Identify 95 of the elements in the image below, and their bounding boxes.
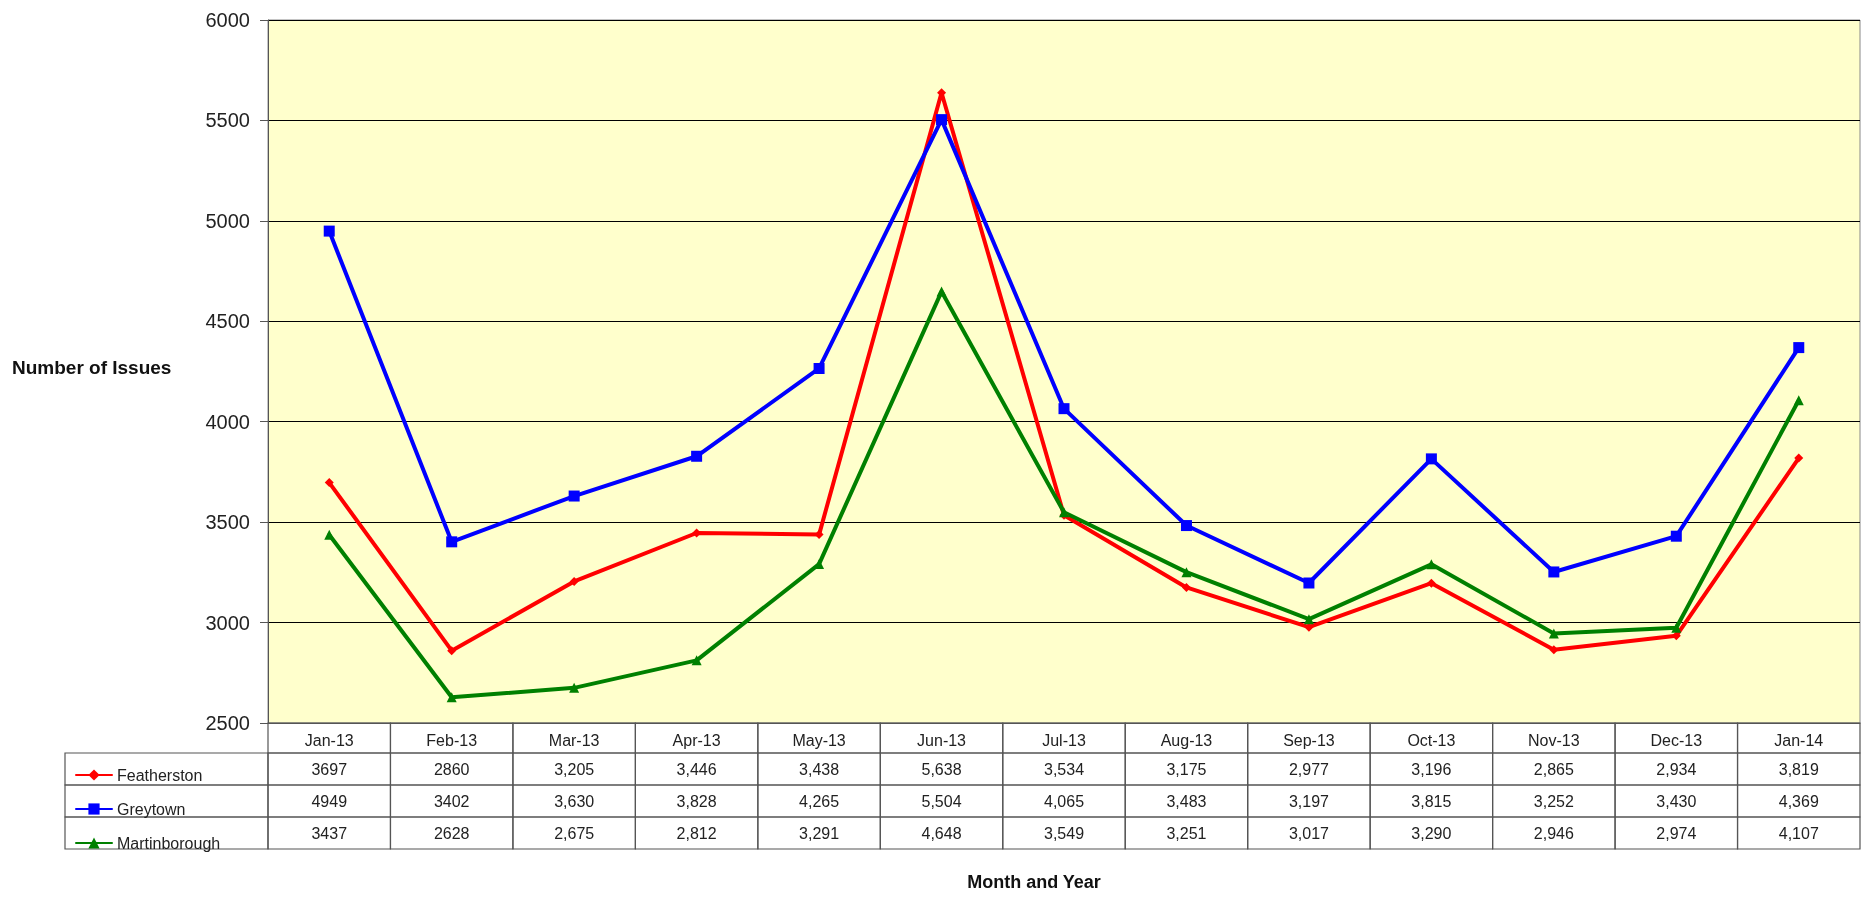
data-label: 2,812 bbox=[676, 824, 717, 842]
data-label: 2,977 bbox=[1288, 760, 1330, 778]
x-tick-label: Jan-13 bbox=[304, 731, 354, 749]
data-label: 5,504 bbox=[921, 792, 962, 810]
text: Month and Year bbox=[967, 872, 1101, 892]
data-label: 3,534 bbox=[1043, 760, 1085, 778]
data-label: 4,265 bbox=[799, 792, 840, 810]
point bbox=[936, 286, 947, 297]
point bbox=[1426, 578, 1436, 588]
y-axis-title: Number of Issues bbox=[12, 356, 172, 378]
data-label: 3,438 bbox=[799, 760, 840, 778]
point bbox=[324, 478, 334, 488]
point bbox=[1794, 453, 1804, 463]
data-label: 4,648 bbox=[921, 824, 962, 842]
data-label: 3,815 bbox=[1411, 792, 1452, 810]
y-tick-label: 2500 bbox=[205, 712, 250, 734]
point bbox=[323, 225, 335, 237]
x-tick-label: Apr-13 bbox=[672, 731, 721, 749]
x-tick-label: May-13 bbox=[792, 731, 846, 749]
x-tick-label: Jun-13 bbox=[917, 731, 967, 749]
x-tick-label: Aug-13 bbox=[1160, 731, 1213, 749]
data-label: 2860 bbox=[433, 760, 470, 778]
point bbox=[1548, 628, 1559, 639]
data-label: 3,251 bbox=[1166, 824, 1207, 842]
data-label: 3,196 bbox=[1411, 760, 1452, 778]
point bbox=[1671, 622, 1682, 633]
x-tick-label: Feb-13 bbox=[426, 731, 478, 749]
data-label: 3,290 bbox=[1411, 824, 1452, 842]
data-label: 3,175 bbox=[1166, 760, 1207, 778]
data-label: 3,549 bbox=[1043, 824, 1085, 842]
data-label: 3,828 bbox=[676, 792, 717, 810]
data-label: 3,819 bbox=[1778, 760, 1819, 778]
y-tick-label: 5000 bbox=[205, 209, 250, 232]
point bbox=[1180, 520, 1192, 532]
y-tick-label: 3000 bbox=[205, 611, 250, 634]
data-label: 4949 bbox=[311, 792, 348, 810]
data-label: 4,065 bbox=[1043, 792, 1085, 810]
data-label: 2628 bbox=[433, 824, 470, 842]
legend-label: Featherston bbox=[117, 766, 203, 784]
point bbox=[691, 655, 702, 666]
x-tick-label: Sep-13 bbox=[1283, 731, 1335, 749]
point bbox=[1426, 559, 1437, 570]
point bbox=[1793, 395, 1804, 406]
point bbox=[447, 646, 457, 656]
data-label: 3,205 bbox=[554, 760, 595, 778]
data-label: 3,017 bbox=[1288, 824, 1330, 842]
point bbox=[324, 529, 335, 540]
data-label: 3,252 bbox=[1533, 792, 1574, 810]
x-tick-label: Nov-13 bbox=[1528, 731, 1580, 749]
point bbox=[568, 490, 580, 502]
y-tick-label: 4500 bbox=[205, 310, 250, 333]
data-label: 3,630 bbox=[554, 792, 595, 810]
data-label: 3402 bbox=[433, 792, 470, 810]
data-label: 3437 bbox=[311, 824, 348, 842]
y-tick-label: 4000 bbox=[205, 410, 250, 433]
point bbox=[1548, 566, 1560, 578]
legend-label: Martinborough bbox=[117, 834, 221, 852]
data-label: 4,107 bbox=[1778, 824, 1819, 842]
legend-label: Greytown bbox=[117, 800, 186, 818]
data-label: 5,638 bbox=[921, 760, 962, 778]
x-tick-label: Oct-13 bbox=[1407, 731, 1456, 749]
x-tick-label: Jul-13 bbox=[1042, 731, 1086, 749]
data-label: 3,291 bbox=[799, 824, 840, 842]
data-label: 2,865 bbox=[1533, 760, 1574, 778]
data-label: 3,483 bbox=[1166, 792, 1207, 810]
x-tick-label: Jan-14 bbox=[1774, 731, 1824, 749]
point bbox=[813, 362, 825, 374]
y-tick-label: 6000 bbox=[205, 9, 250, 31]
data-label: 2,675 bbox=[554, 824, 595, 842]
point bbox=[1181, 567, 1192, 578]
point bbox=[1181, 582, 1191, 592]
point bbox=[569, 576, 579, 586]
x-tick-label: Mar-13 bbox=[548, 731, 600, 749]
point bbox=[1670, 530, 1682, 542]
data-label: 3697 bbox=[311, 760, 348, 778]
point bbox=[1793, 342, 1805, 354]
point bbox=[1303, 614, 1314, 625]
point bbox=[446, 536, 458, 548]
data-label: 3,446 bbox=[676, 760, 717, 778]
point bbox=[936, 114, 948, 126]
point bbox=[1303, 577, 1315, 589]
point bbox=[1425, 453, 1437, 465]
data-label: 2,946 bbox=[1533, 824, 1574, 842]
point bbox=[569, 682, 580, 693]
data-label: 4,369 bbox=[1778, 792, 1819, 810]
point bbox=[691, 450, 703, 462]
data-label: 2,974 bbox=[1656, 824, 1697, 842]
point bbox=[1058, 403, 1070, 415]
data-label: 3,197 bbox=[1288, 792, 1330, 810]
point bbox=[446, 692, 457, 703]
data-label: 3,430 bbox=[1656, 792, 1697, 810]
data-label: 2,934 bbox=[1656, 760, 1697, 778]
y-tick-label: 3500 bbox=[205, 511, 250, 534]
y-tick-label: 5500 bbox=[205, 109, 250, 132]
x-tick-label: Dec-13 bbox=[1650, 731, 1703, 749]
